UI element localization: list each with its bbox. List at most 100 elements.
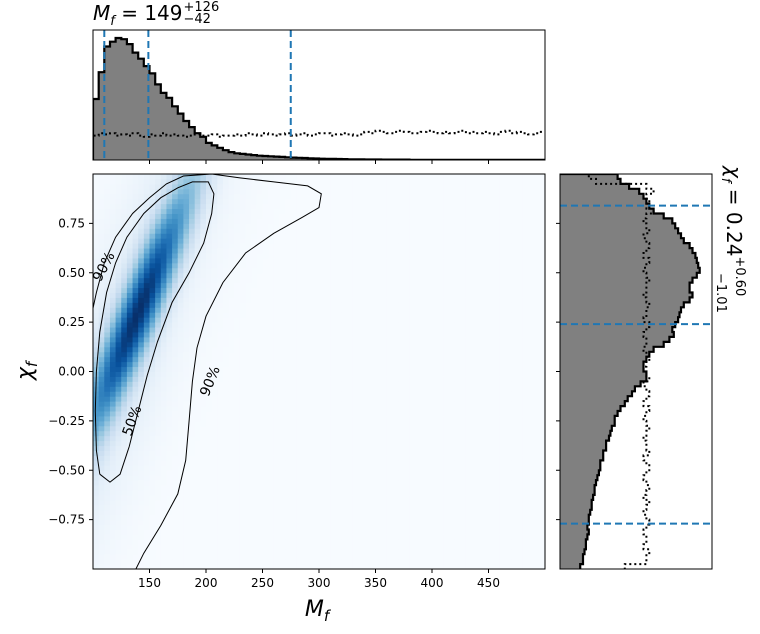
heatmap-cell: [341, 415, 348, 422]
heatmap-cell: [409, 430, 416, 437]
heatmap-cell: [330, 198, 337, 205]
heatmap-cell: [313, 509, 320, 516]
heatmap-cell: [369, 504, 376, 511]
heatmap-cell: [279, 494, 286, 501]
heatmap-cell: [104, 401, 111, 407]
heatmap-cell: [262, 346, 269, 353]
heatmap-cell: [93, 470, 100, 476]
heatmap-cell: [177, 356, 184, 363]
heatmap-cell: [324, 494, 331, 501]
heatmap-cell: [143, 198, 150, 205]
heatmap-cell: [245, 203, 252, 210]
heatmap-cell: [262, 485, 269, 491]
heatmap-cell: [239, 480, 247, 486]
heatmap-cell: [285, 544, 292, 550]
heatmap-cell: [437, 346, 444, 353]
heatmap-cell: [273, 420, 280, 427]
heatmap-cell: [109, 470, 117, 476]
heatmap-cell: [409, 499, 416, 506]
heatmap-cell: [279, 524, 286, 530]
heatmap-cell: [290, 475, 297, 481]
heatmap-cell: [403, 336, 410, 343]
heatmap-cell: [415, 435, 422, 442]
heatmap-cell: [386, 302, 393, 308]
heatmap-cell: [251, 514, 258, 521]
heatmap-cell: [166, 425, 173, 432]
heatmap-cell: [273, 307, 280, 313]
heatmap-cell: [398, 238, 405, 244]
heatmap-cell: [369, 371, 376, 377]
heatmap-cell: [426, 183, 433, 190]
heatmap-cell: [437, 544, 444, 550]
heatmap-cell: [335, 228, 343, 234]
heatmap-cell: [166, 440, 173, 447]
heatmap-cell: [245, 485, 252, 491]
heatmap-cell: [313, 277, 320, 284]
heatmap-cell: [104, 302, 111, 308]
heatmap-cell: [279, 233, 286, 239]
heatmap-cell: [228, 509, 235, 516]
heatmap-cell: [398, 445, 405, 451]
heatmap-cell: [324, 223, 331, 229]
heatmap-cell: [222, 183, 230, 190]
heatmap-cell: [200, 494, 207, 501]
heatmap-cell: [352, 297, 360, 303]
heatmap-cell: [189, 514, 196, 521]
heatmap-cell: [285, 228, 292, 234]
heatmap-cell: [341, 351, 348, 358]
heatmap-cell: [352, 391, 360, 397]
heatmap-cell: [341, 470, 348, 476]
heatmap-cell: [319, 544, 326, 550]
heatmap-cell: [200, 519, 207, 526]
heatmap-cell: [177, 494, 184, 501]
heatmap-cell: [437, 228, 444, 234]
heatmap-cell: [132, 455, 139, 461]
heatmap-cell: [403, 470, 410, 476]
heatmap-cell: [143, 287, 150, 293]
heatmap-cell: [358, 415, 365, 422]
heatmap-cell: [302, 509, 309, 516]
heatmap-cell: [211, 381, 218, 387]
heatmap-cell: [313, 440, 320, 447]
heatmap-cell: [437, 391, 444, 397]
heatmap-cell: [426, 272, 433, 279]
heatmap-cell: [443, 440, 450, 447]
heatmap-cell: [352, 386, 360, 392]
heatmap-cell: [256, 174, 263, 180]
heatmap-cell: [262, 401, 269, 407]
heatmap-cell: [104, 485, 111, 491]
heatmap-cell: [172, 257, 179, 264]
heatmap-cell: [285, 213, 292, 219]
heatmap-cell: [313, 248, 320, 254]
heatmap-cell: [251, 564, 258, 569]
heatmap-cell: [93, 213, 100, 219]
heatmap-cell: [426, 188, 433, 195]
heatmap-cell: [149, 415, 156, 422]
heatmap-cell: [375, 445, 382, 451]
heatmap-cell: [307, 312, 314, 318]
heatmap-cell: [222, 371, 230, 377]
heatmap-cell: [160, 465, 167, 471]
heatmap-cell: [392, 420, 399, 427]
heatmap-cell: [256, 198, 263, 205]
heatmap-cell: [302, 174, 309, 180]
heatmap-cell: [375, 381, 382, 387]
heatmap-cell: [155, 440, 162, 447]
heatmap-cell: [409, 564, 416, 569]
heatmap-cell: [109, 455, 117, 461]
heatmap-cell: [256, 282, 263, 289]
heatmap-cell: [319, 193, 326, 200]
heatmap-cell: [115, 514, 122, 521]
heatmap-cell: [211, 539, 218, 545]
heatmap-cell: [155, 312, 162, 318]
heatmap-cell: [177, 425, 184, 432]
heatmap-cell: [149, 519, 156, 526]
heatmap-cell: [279, 292, 286, 298]
heatmap-cell: [104, 336, 111, 343]
heatmap-cell: [330, 178, 337, 185]
heatmap-cell: [273, 534, 280, 540]
heatmap-cell: [352, 223, 360, 229]
heatmap-cell: [364, 549, 371, 555]
heatmap-cell: [420, 554, 427, 560]
heatmap-cell: [415, 376, 422, 382]
